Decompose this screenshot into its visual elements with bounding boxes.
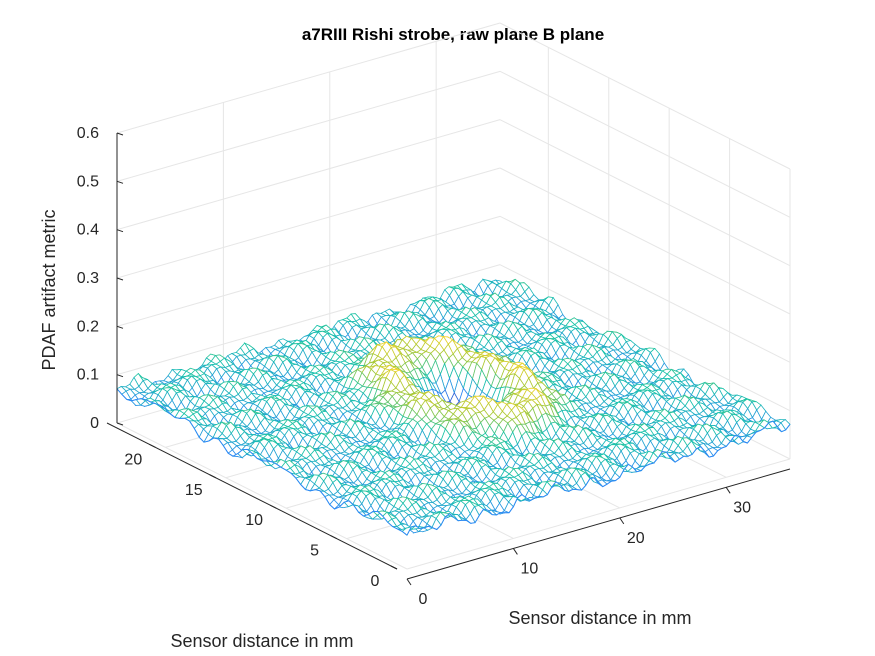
grid-line (499, 119, 791, 267)
grid-line (499, 264, 791, 412)
grid-line (116, 215, 501, 327)
grid-line (406, 458, 791, 570)
grid-line (116, 22, 501, 134)
surface-mesh (116, 278, 791, 536)
grid-line (116, 70, 501, 182)
chart-title: a7RIII Rishi strobe, raw plane B plane (302, 25, 604, 44)
grid-line (499, 22, 791, 170)
grid-line (116, 167, 501, 279)
grid-line (116, 264, 501, 376)
grid-line (499, 70, 791, 218)
grid-line (499, 215, 791, 363)
grid-line (116, 119, 501, 231)
grid-line (499, 167, 791, 315)
